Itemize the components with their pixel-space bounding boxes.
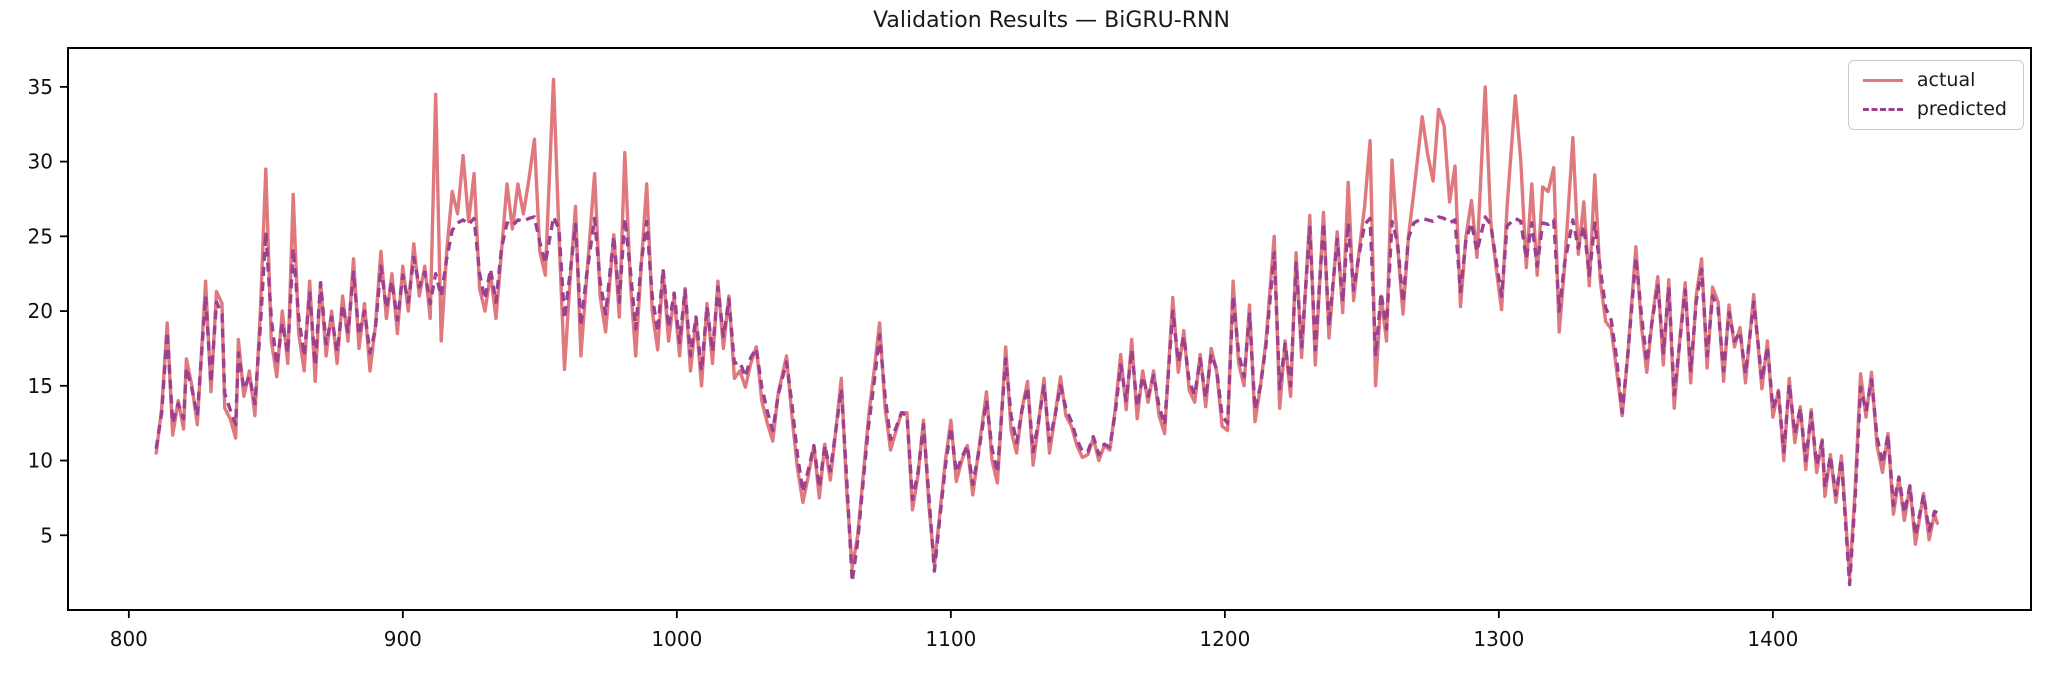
legend-item-predicted: predicted — [1862, 98, 2007, 120]
axes-spines — [67, 47, 2032, 611]
x-tick-label-1000: 1000 — [651, 627, 702, 651]
x-tick-label-800: 800 — [110, 627, 148, 651]
x-tick-label-1300: 1300 — [1473, 627, 1524, 651]
y-tick-label-20: 20 — [28, 299, 53, 323]
actual-line — [154, 77, 1940, 579]
x-tick-label-1400: 1400 — [1747, 627, 1798, 651]
chart-title: Validation Results — BiGRU-RNN — [873, 8, 1230, 33]
legend-item-actual: actual — [1862, 69, 2007, 91]
y-tick-label-5: 5 — [40, 523, 53, 547]
x-tick-label-1200: 1200 — [1199, 627, 1250, 651]
legend-label-predicted: predicted — [1916, 98, 2007, 120]
y-tick-label-30: 30 — [28, 150, 53, 174]
legend-label-actual: actual — [1916, 69, 1976, 91]
legend: actual predicted — [1847, 60, 2024, 130]
y-tick-label-25: 25 — [28, 224, 53, 248]
predicted-line-swatch-icon — [1862, 108, 1903, 111]
actual-line-swatch-icon — [1862, 79, 1903, 82]
y-tick-label-10: 10 — [28, 449, 53, 473]
predicted-line — [154, 215, 1939, 587]
x-tick-label-1100: 1100 — [925, 627, 976, 651]
y-tick-label-35: 35 — [28, 75, 53, 99]
x-tick-label-900: 900 — [384, 627, 422, 651]
y-tick-label-15: 15 — [28, 374, 53, 398]
